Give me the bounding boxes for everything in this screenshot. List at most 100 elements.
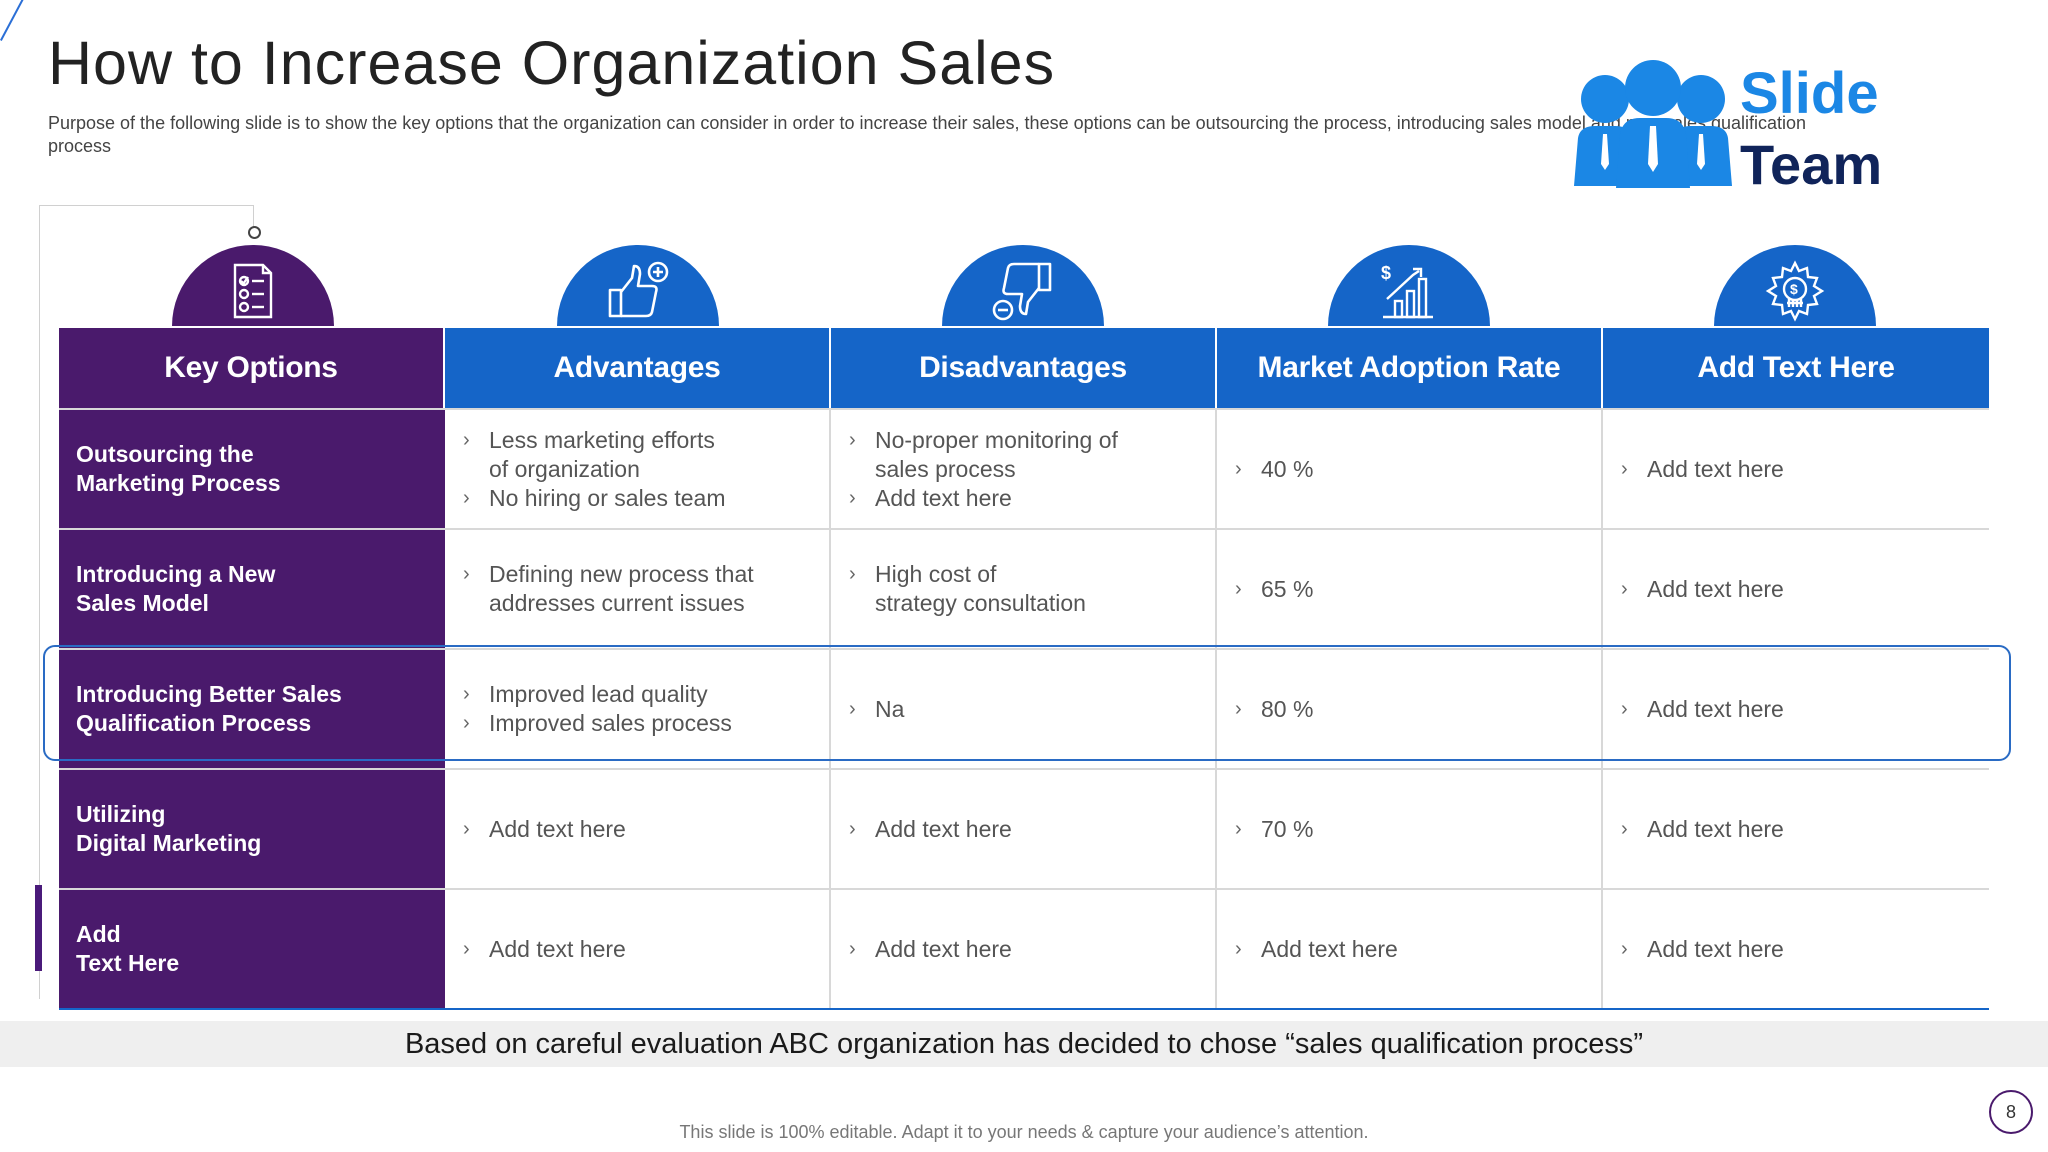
conclusion-text: Based on careful evaluation ABC organiza… [404,1027,1644,1060]
frame-outline [39,205,254,999]
bullet-text: Add text here [489,935,626,962]
chevron-right-icon: › [849,563,856,585]
option-name: Introducing a New Sales Model [59,530,445,648]
adoption-cell: › 65 % [1217,530,1603,648]
growth-chart-dollar-icon: $ [1381,263,1433,318]
bullet-text: Add text here [875,935,1012,962]
list-item: › Add text here [849,484,1215,513]
bullet-text: Add text here [489,815,626,842]
list-item: › Add text here [849,815,1215,844]
bullet-text: 70 % [1261,815,1314,842]
list-item: › No hiring or sales team [463,484,829,513]
chevron-right-icon: › [1621,697,1628,720]
list-item: › Improved sales process [463,709,829,738]
advantages-cell: › Add text here [445,890,831,1008]
logo-text-slide: Slide [1740,61,1879,126]
bullet-text: Add text here [1647,455,1784,482]
chevron-right-icon: › [463,486,470,509]
list-item: › Add text here [1621,935,1989,964]
svg-text:$: $ [1790,281,1798,297]
disadvantages-cell: › Add text here [831,770,1217,888]
options-table: Key Options Advantages Disadvantages Mar… [59,328,1989,1010]
bullet-text: Add text here [1647,815,1784,842]
disadvantages-cell: › High cost of strategy consultation [831,530,1217,648]
disadvantages-cell: › Na [831,650,1217,768]
corner-decoration-blue [0,0,25,41]
chevron-right-icon: › [1235,697,1242,720]
thumbs-down-minus-icon [992,262,1052,320]
slide-subtitle: Purpose of the following slide is to sho… [48,113,1807,156]
bullet-text: Improved lead quality [489,681,708,707]
bullet-text: Add text here [875,484,1012,511]
extra-cell: › Add text here [1603,530,1989,648]
option-name: Introducing Better Sales Qualification P… [59,650,445,768]
conclusion-banner: Based on careful evaluation ABC organiza… [0,1021,2048,1067]
chevron-right-icon: › [463,817,470,840]
extra-cell: › Add text here [1603,890,1989,1008]
bullet-text: 65 % [1261,575,1314,602]
header-add-text: Add Text Here [1603,328,1989,408]
chevron-right-icon: › [1621,457,1628,480]
bullet-text: Add text here [1647,695,1784,722]
list-item: › Na [849,695,1215,724]
selected-row-highlight [43,645,2011,761]
list-item: › Less marketing efforts of organization [463,426,829,484]
extra-cell: › Add text here [1603,410,1989,528]
bullet-text: Improved sales process [489,710,732,736]
list-item: › 70 % [1235,815,1601,844]
advantages-cell: › Less marketing efforts of organization … [445,410,831,528]
bullet-text: High cost of strategy consultation [875,561,1086,616]
list-item: › Add text here [463,815,829,844]
table-row-highlighted: Introducing Better Sales Qualification P… [59,648,1989,768]
chevron-right-icon: › [463,683,470,705]
adoption-cell: › 40 % [1217,410,1603,528]
footer-note: This slide is 100% editable. Adapt it to… [679,1122,1369,1142]
disadvantages-cell: › No-proper monitoring of sales process ›… [831,410,1217,528]
option-name: Add Text Here [59,890,445,1008]
disadvantages-cell: › Add text here [831,890,1217,1008]
list-item: › Add text here [1621,815,1989,844]
chevron-right-icon: › [849,428,856,451]
advantages-cell: › Defining new process that addresses cur… [445,530,831,648]
chevron-right-icon: › [1235,577,1242,600]
bullet-text: 40 % [1261,455,1314,482]
header-market-adoption-rate: Market Adoption Rate [1217,328,1603,408]
list-item: › Add text here [1621,695,1989,724]
svg-text:$: $ [1381,263,1391,283]
thumbs-up-plus-icon [608,261,669,317]
option-name: Outsourcing the Marketing Process [59,410,445,528]
advantages-dome [557,245,719,326]
list-item: › Defining new process that addresses cur… [463,560,829,618]
list-item: › 65 % [1235,575,1601,604]
frame-accent [35,885,42,971]
list-item: › Add text here [849,935,1215,964]
list-item: › High cost of strategy consultation [849,560,1215,618]
adoption-cell: › 80 % [1217,650,1603,768]
bullet-text: Add text here [875,815,1012,842]
chevron-right-icon: › [463,937,470,960]
table-header-row: Key Options Advantages Disadvantages Mar… [59,328,1989,408]
bullet-text: Add text here [1647,935,1784,962]
chevron-right-icon: › [1235,817,1242,840]
page-number: 8 [1989,1090,2033,1134]
list-item: › Add text here [1621,455,1989,484]
list-item: › Add text here [1235,935,1601,964]
extra-cell: › Add text here [1603,770,1989,888]
frame-dot [248,226,261,239]
chevron-right-icon: › [1235,937,1242,960]
bullet-text: Add text here [1261,935,1398,962]
extra-dome: $ [1714,245,1876,326]
bullet-text: Na [875,695,905,722]
bullet-text: No-proper monitoring of sales process [875,426,1118,482]
slide-title: How to Increase Organization Sales [48,29,1056,97]
list-item: › Add text here [463,935,829,964]
table-row: Utilizing Digital Marketing › Add text he… [59,768,1989,888]
table-row: Introducing a New Sales Model › Defining … [59,528,1989,648]
table-row: Outsourcing the Marketing Process › Less … [59,408,1989,528]
chevron-right-icon: › [463,428,470,451]
chevron-right-icon: › [463,712,470,734]
chevron-right-icon: › [463,563,470,585]
advantages-cell: › Improved lead quality › Improved sales p… [445,650,831,768]
gear-dollar-icon: $ [1765,259,1825,322]
list-item: › No-proper monitoring of sales process [849,426,1215,484]
